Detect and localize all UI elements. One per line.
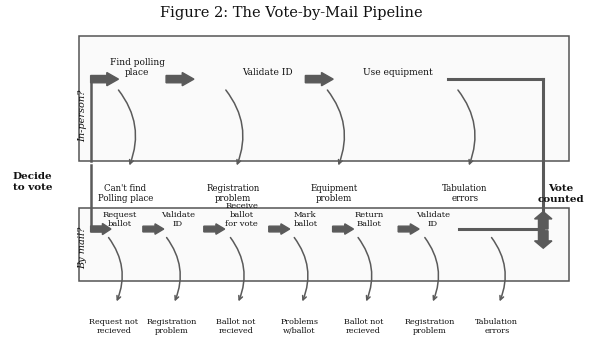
Polygon shape [269,224,290,234]
Polygon shape [91,72,118,86]
Text: Equipment
problem: Equipment problem [311,184,358,203]
Text: Request not
recieved: Request not recieved [90,318,138,335]
Text: Tabulation
errors: Tabulation errors [475,318,518,335]
Text: Return
Ballot: Return Ballot [355,211,384,228]
FancyArrowPatch shape [327,90,345,164]
Text: Find polling
place: Find polling place [110,58,164,77]
Bar [79,208,570,281]
Bar [79,36,570,161]
Text: In-person?: In-person? [78,90,88,142]
Text: Tabulation
errors: Tabulation errors [442,184,488,203]
Polygon shape [204,224,224,234]
FancyArrowPatch shape [118,90,135,164]
Polygon shape [143,224,164,234]
FancyArrowPatch shape [226,90,243,164]
Text: Mark
ballot: Mark ballot [293,211,317,228]
Polygon shape [91,223,111,235]
FancyArrowPatch shape [425,238,438,300]
Polygon shape [333,224,353,234]
Text: Ballot not
recieved: Ballot not recieved [216,318,256,335]
Polygon shape [305,72,333,86]
Text: Use equipment: Use equipment [363,68,433,77]
FancyArrowPatch shape [358,238,372,300]
FancyArrowPatch shape [294,238,308,300]
Text: Decide
to vote: Decide to vote [13,172,52,192]
Text: Request
ballot: Request ballot [102,211,137,228]
Text: Vote
counted: Vote counted [537,184,584,204]
FancyArrowPatch shape [108,238,123,300]
Text: Registration
problem: Registration problem [206,184,259,203]
Polygon shape [398,224,419,234]
Text: By mail?: By mail? [78,227,88,270]
Text: Validate
ID: Validate ID [161,211,195,228]
Text: Problems
w/ballot: Problems w/ballot [280,318,319,335]
FancyArrowPatch shape [458,90,475,164]
Text: Ballot not
recieved: Ballot not recieved [343,318,383,335]
Text: Validate ID: Validate ID [242,68,293,77]
Text: Figure 2: The Vote-by-Mail Pipeline: Figure 2: The Vote-by-Mail Pipeline [160,6,422,20]
Polygon shape [166,72,194,86]
Text: Can't find
Polling place: Can't find Polling place [98,184,153,203]
Text: Validate
ID: Validate ID [416,211,450,228]
FancyArrowPatch shape [167,238,180,300]
Text: Registration
problem: Registration problem [405,318,455,335]
Polygon shape [535,231,552,248]
FancyArrowPatch shape [492,238,505,300]
Polygon shape [535,212,552,229]
FancyArrowPatch shape [230,238,244,300]
Text: Registration
problem: Registration problem [147,318,197,335]
Text: Receive
ballot
for vote: Receive ballot for vote [225,202,258,228]
